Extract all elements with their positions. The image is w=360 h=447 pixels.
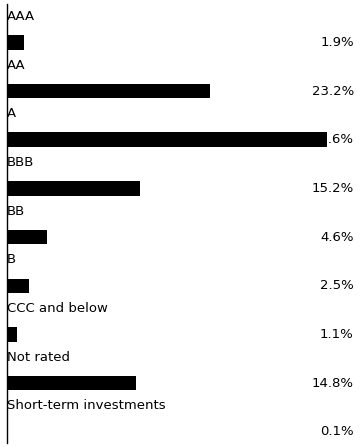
Bar [7,132,327,147]
Text: 36.6%: 36.6% [312,133,354,146]
Text: B: B [7,253,16,266]
Bar [7,278,29,293]
Text: Not rated: Not rated [7,351,70,364]
Text: 23.2%: 23.2% [311,84,354,97]
Bar [7,35,24,50]
Bar [7,84,210,98]
Text: 14.8%: 14.8% [312,377,354,390]
Bar [7,181,140,196]
Text: CCC and below: CCC and below [7,302,108,315]
Text: 1.9%: 1.9% [320,36,354,49]
Bar [7,327,17,342]
Text: AA: AA [7,59,26,72]
Text: AAA: AAA [7,10,35,23]
Text: BBB: BBB [7,156,35,169]
Bar [7,376,136,390]
Text: BB: BB [7,205,26,218]
Text: A: A [7,107,16,120]
Text: 4.6%: 4.6% [320,231,354,244]
Text: 2.5%: 2.5% [320,279,354,292]
Text: 1.1%: 1.1% [320,328,354,341]
Text: 15.2%: 15.2% [311,182,354,195]
Text: Short-term investments: Short-term investments [7,399,166,412]
Bar [7,425,8,439]
Bar [7,230,48,245]
Text: 0.1%: 0.1% [320,426,354,439]
